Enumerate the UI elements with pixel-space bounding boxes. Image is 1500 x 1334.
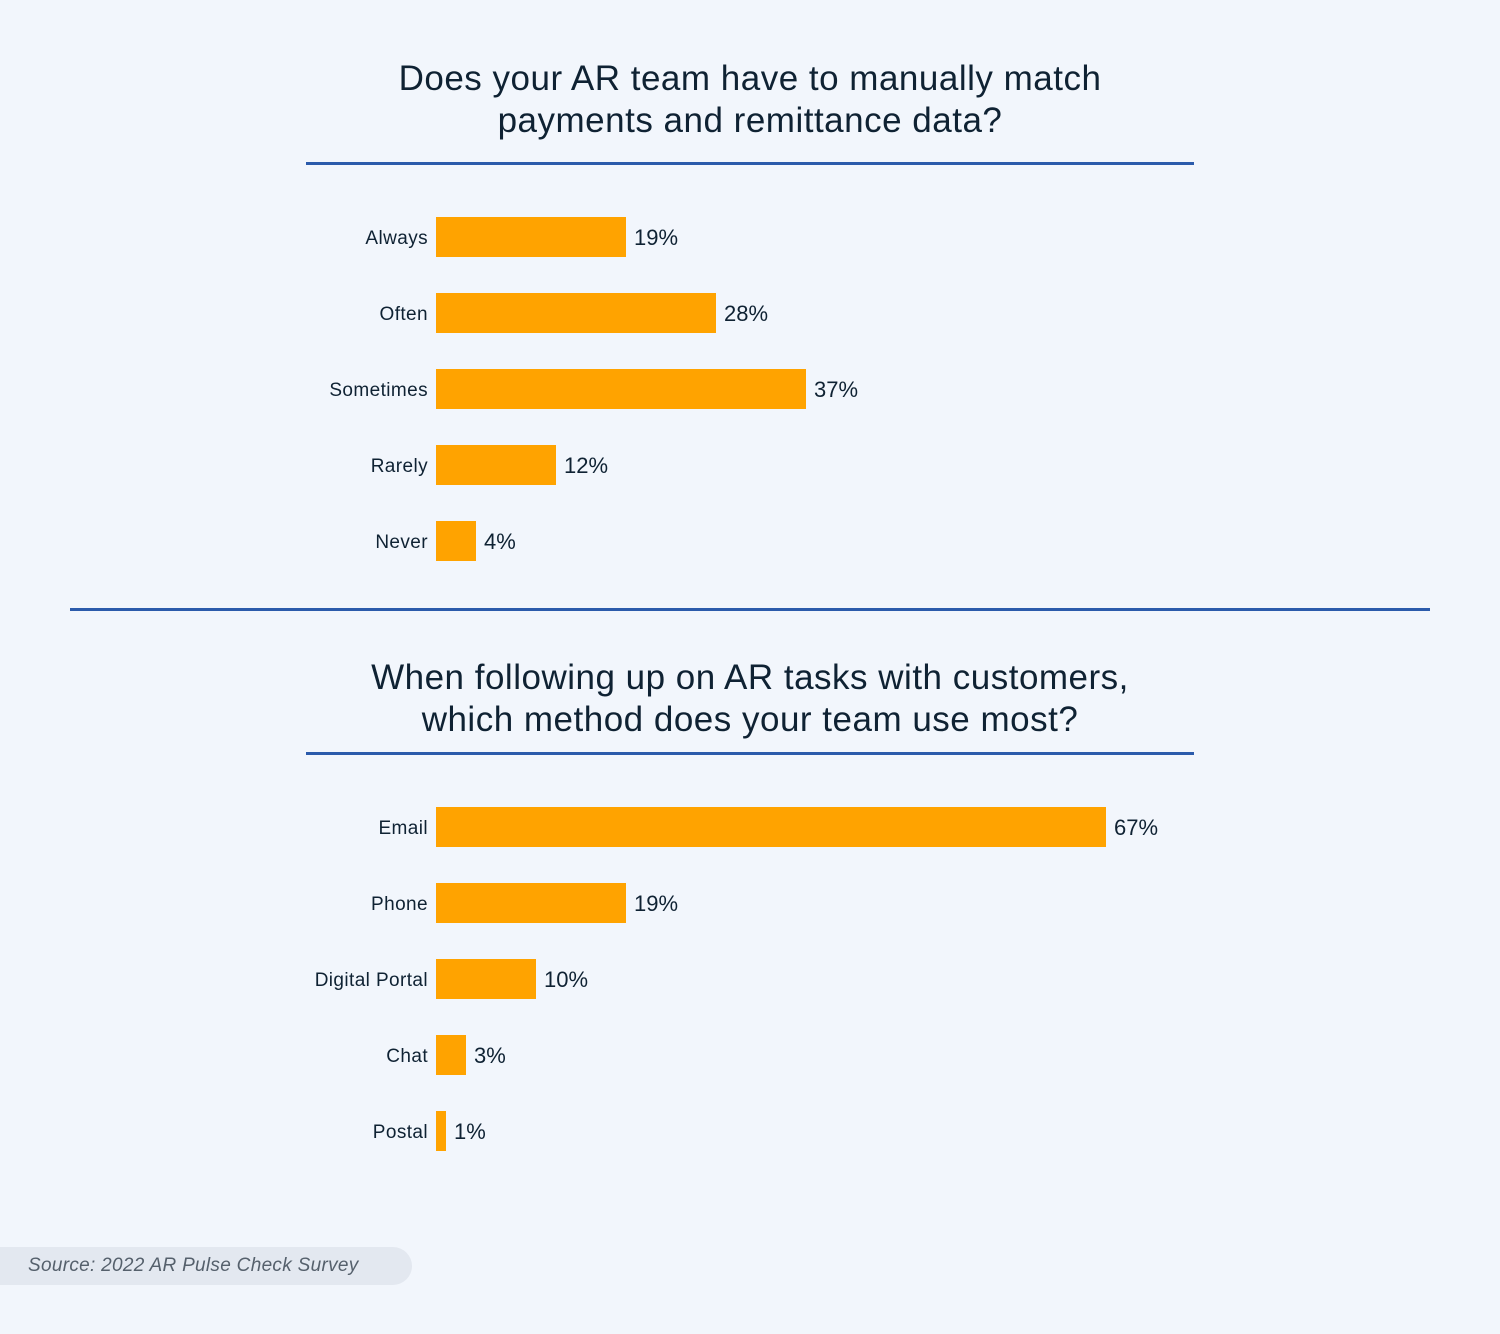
chart-2-category-label: Chat [386, 1046, 428, 1067]
source-pill: Source: 2022 AR Pulse Check Survey [0, 1247, 412, 1285]
chart-1-bar [436, 369, 806, 409]
chart-1-category-label: Often [380, 304, 428, 325]
chart-2-value-label: 3% [474, 1043, 506, 1068]
chart-2-bar [436, 1035, 466, 1075]
chart-1-value-label: 12% [564, 453, 608, 478]
chart-2-title-line-1: When following up on AR tasks with custo… [371, 658, 1129, 697]
chart-1-bar [436, 521, 476, 561]
chart-1-bar [436, 293, 716, 333]
chart-2-bar [436, 959, 536, 999]
chart-1-value-label: 4% [484, 529, 516, 554]
section-divider [70, 608, 1430, 611]
chart-2-bar [436, 807, 1106, 847]
source-text: Source: 2022 AR Pulse Check Survey [28, 1255, 359, 1276]
chart-1-value-label: 19% [634, 225, 678, 250]
chart-1-bar [436, 217, 626, 257]
chart-1-title: Does your AR team have to manually match… [250, 58, 1250, 142]
chart-1-bar [436, 445, 556, 485]
chart-1-value-label: 28% [724, 301, 768, 326]
chart-2-category-label: Digital Portal [315, 970, 428, 991]
chart-1-value-label: 37% [814, 377, 858, 402]
chart-2-value-label: 67% [1114, 815, 1158, 840]
chart-1-category-label: Rarely [371, 456, 428, 477]
chart-2-bar [436, 1111, 446, 1151]
chart-2-title-underline [306, 752, 1194, 755]
chart-1-category-label: Always [365, 228, 428, 249]
chart-1-category-label: Sometimes [329, 380, 428, 401]
chart-2-category-label: Phone [371, 894, 428, 915]
chart-1-title-underline [306, 162, 1194, 165]
chart-2-value-label: 1% [454, 1119, 486, 1144]
chart-1-category-label: Never [375, 532, 428, 553]
chart-2-category-label: Postal [373, 1122, 428, 1143]
chart-2-value-label: 10% [544, 967, 588, 992]
chart-2-bar-chart: Email 67% Phone 19% Digital Portal 10% Chat 3% P… [315, 807, 1158, 1151]
chart-1-bar-chart: Always 19% Often 28% Sometimes 37% Rarely 12% Ne… [329, 217, 858, 561]
chart-2-category-label: Email [378, 818, 428, 839]
chart-2-title: When following up on AR tasks with custo… [250, 657, 1250, 741]
chart-2-bar [436, 883, 626, 923]
chart-1-title-line-1: Does your AR team have to manually match [398, 59, 1102, 98]
chart-1-title-line-2: payments and remittance data? [497, 101, 1003, 140]
chart-2-title-line-2: which method does your team use most? [421, 700, 1079, 739]
chart-2-value-label: 19% [634, 891, 678, 916]
